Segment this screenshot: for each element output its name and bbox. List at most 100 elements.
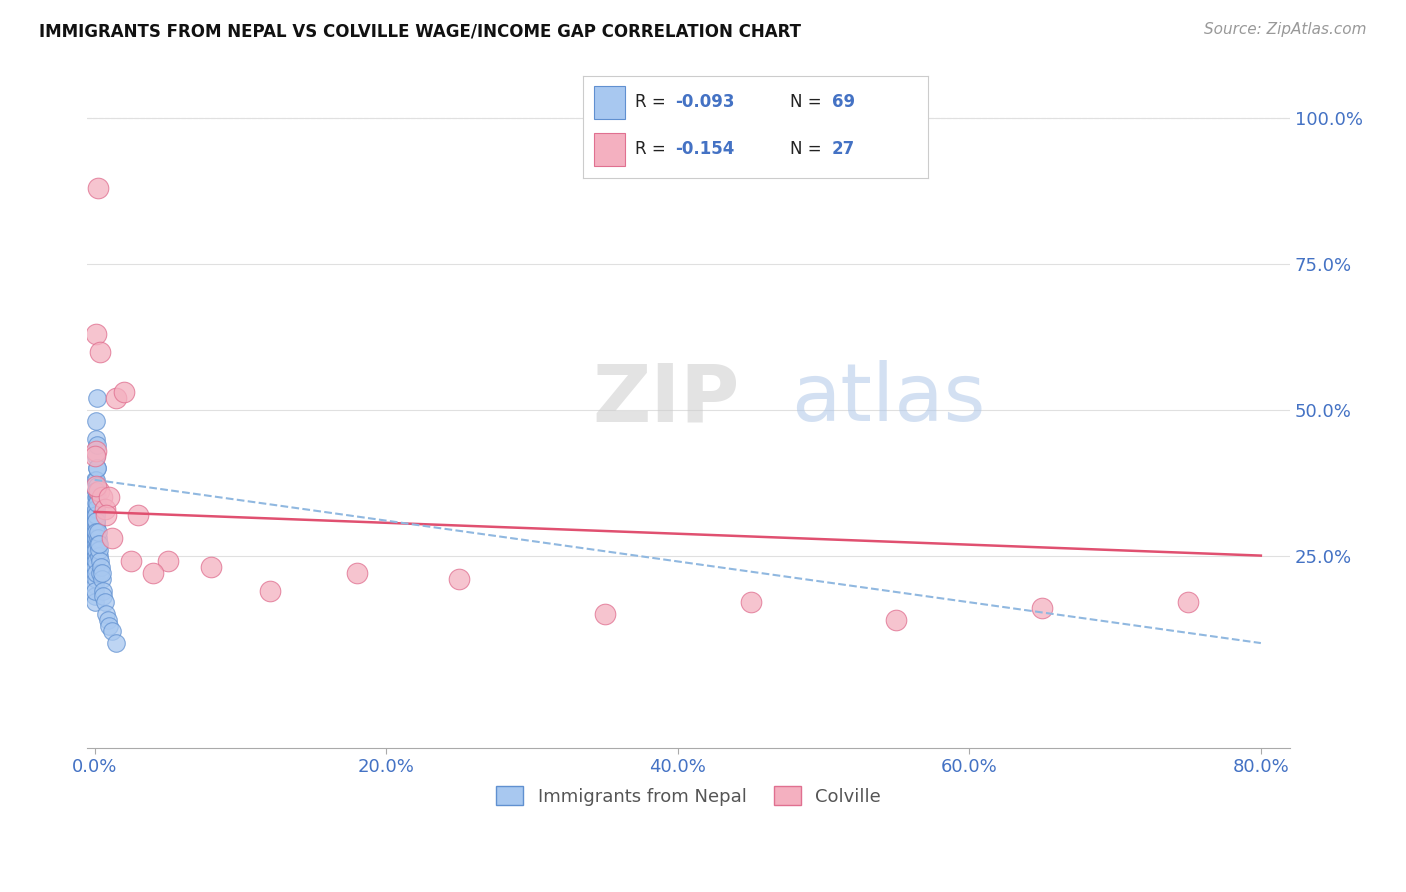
Point xyxy=(86,491,108,505)
Point xyxy=(120,554,142,568)
Point xyxy=(86,496,108,510)
Point xyxy=(84,566,107,580)
Point xyxy=(1031,601,1053,615)
Point xyxy=(84,525,107,540)
Point xyxy=(101,531,124,545)
Point xyxy=(127,508,149,522)
Text: Source: ZipAtlas.com: Source: ZipAtlas.com xyxy=(1204,22,1367,37)
Point xyxy=(84,531,107,545)
Point xyxy=(87,484,110,499)
Point xyxy=(84,450,107,464)
Point xyxy=(156,554,179,568)
Text: -0.154: -0.154 xyxy=(675,140,734,158)
Point xyxy=(346,566,368,580)
Point xyxy=(200,560,222,574)
Point xyxy=(84,473,107,487)
Point xyxy=(84,525,107,540)
Point xyxy=(593,607,616,621)
Point xyxy=(84,537,107,551)
Legend: Immigrants from Nepal, Colville: Immigrants from Nepal, Colville xyxy=(489,779,889,813)
Point xyxy=(84,484,107,499)
Point xyxy=(86,461,108,475)
Point xyxy=(93,590,115,604)
Point xyxy=(740,595,762,609)
Point xyxy=(84,560,107,574)
Point xyxy=(84,496,107,510)
Point xyxy=(96,607,118,621)
Point xyxy=(86,181,108,195)
Point xyxy=(86,484,108,499)
Text: R =: R = xyxy=(636,140,671,158)
Point xyxy=(84,542,107,557)
Text: R =: R = xyxy=(636,93,671,111)
Text: atlas: atlas xyxy=(792,360,986,438)
Point xyxy=(86,531,108,545)
Point xyxy=(84,508,107,522)
Point xyxy=(89,554,111,568)
Point xyxy=(94,595,117,609)
Point xyxy=(84,519,107,533)
Point xyxy=(84,531,107,545)
Point xyxy=(112,385,135,400)
Point xyxy=(89,537,111,551)
Point xyxy=(94,502,117,516)
Point xyxy=(84,525,107,540)
Point xyxy=(84,560,107,574)
Text: 27: 27 xyxy=(831,140,855,158)
Point xyxy=(84,519,107,533)
Point xyxy=(84,542,107,557)
Point xyxy=(90,560,112,574)
Point xyxy=(84,549,107,563)
Text: ZIP: ZIP xyxy=(592,360,740,438)
Point xyxy=(84,572,107,586)
Bar xyxy=(593,133,624,166)
Point xyxy=(87,525,110,540)
Point xyxy=(90,566,112,580)
Point xyxy=(84,450,107,464)
Point xyxy=(84,508,107,522)
Point xyxy=(86,415,108,429)
Point xyxy=(84,537,107,551)
Point xyxy=(84,554,107,568)
Point xyxy=(87,537,110,551)
Point xyxy=(86,461,108,475)
Point xyxy=(90,572,112,586)
Point xyxy=(86,391,108,405)
Point xyxy=(84,566,107,580)
Point xyxy=(84,508,107,522)
Point xyxy=(87,542,110,557)
Point xyxy=(96,508,118,522)
Point xyxy=(84,595,107,609)
Point xyxy=(84,432,107,446)
Point xyxy=(84,590,107,604)
Text: -0.093: -0.093 xyxy=(675,93,734,111)
Point xyxy=(84,502,107,516)
Text: N =: N = xyxy=(790,93,827,111)
Point xyxy=(84,542,107,557)
Text: N =: N = xyxy=(790,140,827,158)
Point xyxy=(259,583,281,598)
Point xyxy=(1177,595,1199,609)
Point xyxy=(86,326,108,341)
Point xyxy=(84,443,107,458)
Point xyxy=(89,344,111,359)
Point xyxy=(886,613,908,627)
Bar xyxy=(593,87,624,119)
Point xyxy=(105,391,128,405)
Point xyxy=(84,514,107,528)
Point xyxy=(98,491,121,505)
Point xyxy=(84,514,107,528)
Point xyxy=(84,478,107,492)
Point xyxy=(84,583,107,598)
Text: IMMIGRANTS FROM NEPAL VS COLVILLE WAGE/INCOME GAP CORRELATION CHART: IMMIGRANTS FROM NEPAL VS COLVILLE WAGE/I… xyxy=(39,22,801,40)
Text: 69: 69 xyxy=(831,93,855,111)
Point xyxy=(84,531,107,545)
Point xyxy=(86,438,108,452)
Point xyxy=(84,491,107,505)
Point xyxy=(86,478,108,492)
Point xyxy=(449,572,471,586)
Point xyxy=(84,514,107,528)
Point xyxy=(98,618,121,632)
Point xyxy=(91,583,114,598)
Point xyxy=(84,502,107,516)
